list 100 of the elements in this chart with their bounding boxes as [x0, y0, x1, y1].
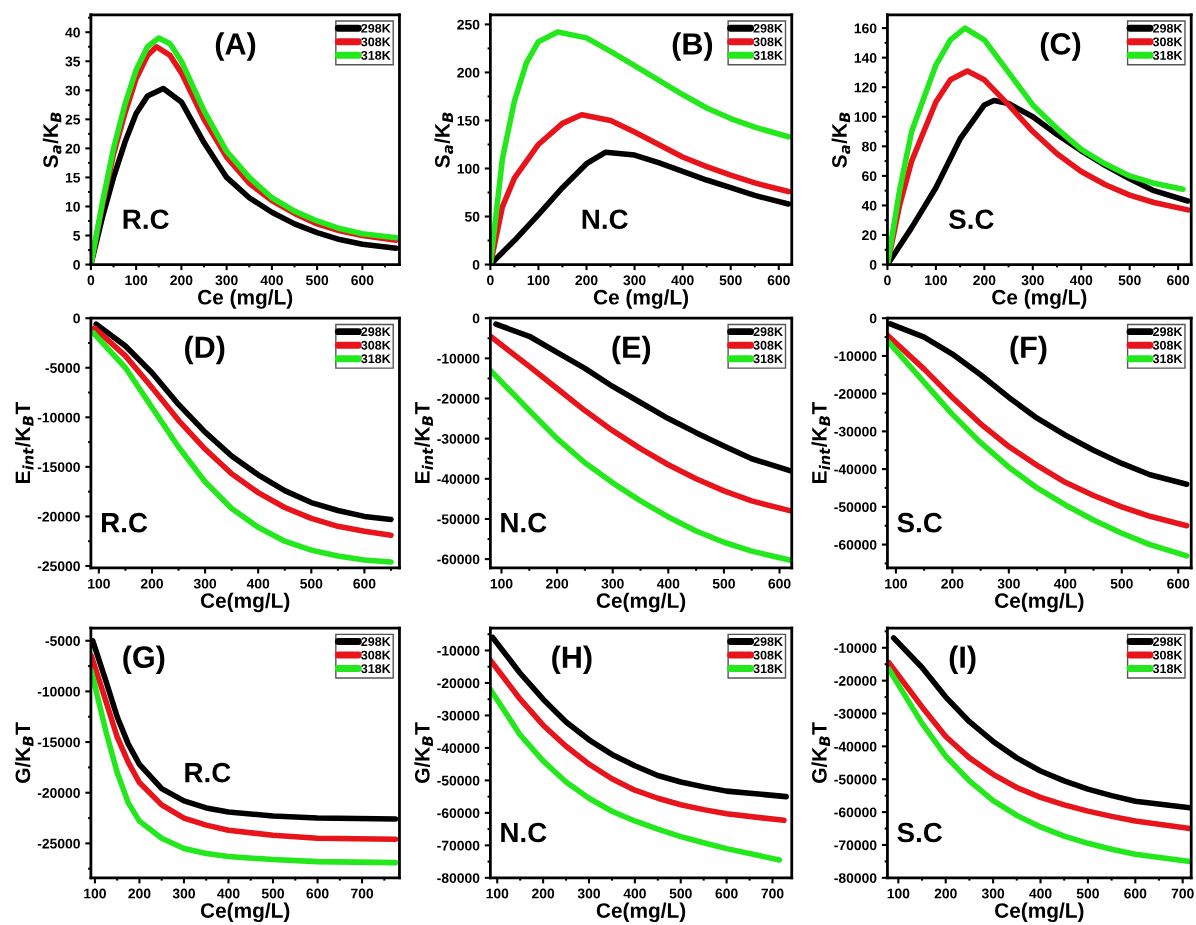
x-tick-label: 600: [351, 275, 374, 286]
y-tick-label: 0: [73, 313, 80, 324]
legend-label: 318K: [1152, 664, 1183, 674]
x-tick-label: 400: [1029, 888, 1052, 899]
annotation: N.C: [501, 512, 547, 533]
y-tick-label: -80000: [834, 873, 877, 883]
y-tick-label: -15000: [37, 737, 80, 748]
legend-label: 308K: [361, 340, 391, 350]
x-axis-title: Ce(mg/L): [995, 592, 1084, 613]
y-tick-label: 10: [65, 201, 80, 212]
x-tick-label: 700: [1171, 888, 1194, 899]
y-tick-label: -50000: [834, 502, 877, 512]
legend-label: 308K: [753, 650, 783, 660]
annotation: S.C: [948, 209, 994, 230]
x-tick-label: 100: [486, 888, 509, 899]
annotation: S.C: [897, 822, 943, 843]
y-tick-label: 100: [457, 163, 480, 174]
annotation: (B): [672, 32, 713, 61]
y-axis-title: E$_{int}$/K$_{B}$T: [811, 402, 830, 483]
y-axis-title: S$_{a}$/K$_{B}$: [42, 112, 62, 168]
annotation: (D): [184, 335, 225, 365]
legend-label: 308K: [361, 37, 391, 47]
y-tick-label: -60000: [834, 539, 877, 550]
x-tick-label: 0: [884, 275, 891, 286]
y-tick-label: 40: [861, 200, 877, 211]
x-axis-title: Ce(mg/L): [596, 902, 686, 923]
y-tick-label: -70000: [437, 840, 480, 851]
y-tick-label: -30000: [437, 710, 480, 721]
legend-label: 298K: [753, 637, 783, 647]
x-tick-label: 200: [170, 275, 193, 286]
y-tick-label: 15: [65, 172, 81, 183]
x-axis-title: Ce(mg/L): [200, 592, 290, 613]
y-tick-label: -25000: [37, 561, 80, 572]
x-tick-label: 200: [545, 578, 569, 589]
y-tick-label: 40: [65, 27, 80, 38]
y-tick-label: 160: [854, 23, 877, 34]
x-tick-label: 500: [1076, 888, 1099, 899]
x-tick-label: 300: [1021, 275, 1044, 286]
y-tick-label: 35: [65, 56, 81, 67]
x-tick-label: 600: [1167, 275, 1190, 286]
y-tick-label: -60000: [834, 807, 877, 818]
legend-label: 308K: [753, 340, 783, 350]
x-tick-label: 100: [84, 888, 106, 899]
y-tick-label: -20000: [834, 388, 877, 399]
y-tick-label: 60: [862, 171, 877, 182]
y-tick-label: 25: [65, 114, 81, 125]
annotation: S.C: [897, 512, 943, 533]
x-tick-label: 500: [712, 578, 735, 589]
y-tick-label: -10000: [834, 643, 877, 653]
x-tick-label: 200: [575, 275, 598, 286]
y-tick-label: -40000: [834, 741, 877, 752]
annotation: N.C: [582, 209, 628, 230]
y-tick-label: -70000: [834, 840, 877, 851]
x-tick-label: 300: [193, 578, 217, 589]
y-tick-label: -40000: [437, 474, 480, 484]
x-tick-label: 0: [87, 275, 95, 286]
y-tick-label: -30000: [834, 426, 877, 437]
y-tick-label: -20000: [37, 511, 80, 522]
y-tick-label: -10000: [37, 686, 80, 697]
x-tick-label: 400: [623, 888, 646, 899]
y-tick-label: 0: [869, 259, 877, 270]
y-tick-label: 80: [862, 141, 877, 152]
y-tick-label: -25000: [37, 838, 80, 849]
x-tick-label: 500: [1110, 578, 1133, 589]
y-tick-label: -20000: [437, 393, 480, 404]
y-tick-label: -15000: [37, 462, 80, 473]
y-tick-label: 5: [73, 230, 81, 241]
x-tick-label: 400: [217, 888, 240, 899]
x-tick-label: 400: [671, 275, 694, 286]
x-tick-label: 600: [353, 578, 376, 589]
x-tick-label: 700: [761, 888, 784, 899]
x-tick-label: 400: [656, 578, 680, 589]
legend-label: 308K: [1152, 340, 1183, 350]
annotation: R.C: [102, 512, 148, 533]
legend-label: 298K: [361, 23, 391, 33]
x-tick-label: 300: [981, 888, 1005, 899]
legend-label: 318K: [1152, 354, 1183, 364]
y-tick-label: -30000: [437, 433, 480, 444]
legend-label: 318K: [1152, 50, 1183, 60]
annotation: (E): [612, 335, 651, 365]
x-tick-label: 200: [941, 578, 964, 589]
x-axis-title: Ce (mg/L): [992, 289, 1087, 309]
legend-label: 298K: [361, 327, 391, 337]
x-tick-label: 600: [306, 888, 329, 899]
annotation: (H): [552, 645, 592, 675]
annotation: R.C: [123, 209, 169, 230]
y-tick-label: -30000: [834, 708, 877, 719]
x-tick-label: 100: [125, 275, 148, 286]
y-tick-label: -50000: [834, 774, 877, 785]
x-tick-label: 200: [973, 275, 996, 286]
legend-label: 318K: [361, 50, 391, 60]
x-tick-label: 400: [1069, 275, 1093, 286]
x-tick-label: 500: [669, 888, 692, 899]
y-tick-label: -10000: [437, 353, 480, 364]
annotation: N.C: [501, 822, 547, 843]
y-tick-label: 140: [854, 52, 877, 63]
y-tick-label: 20: [862, 230, 877, 241]
y-axis-title: S$_{a}$/K$_{B}$: [434, 112, 454, 168]
legend-label: 298K: [361, 637, 391, 647]
legend-label: 298K: [1153, 637, 1183, 647]
